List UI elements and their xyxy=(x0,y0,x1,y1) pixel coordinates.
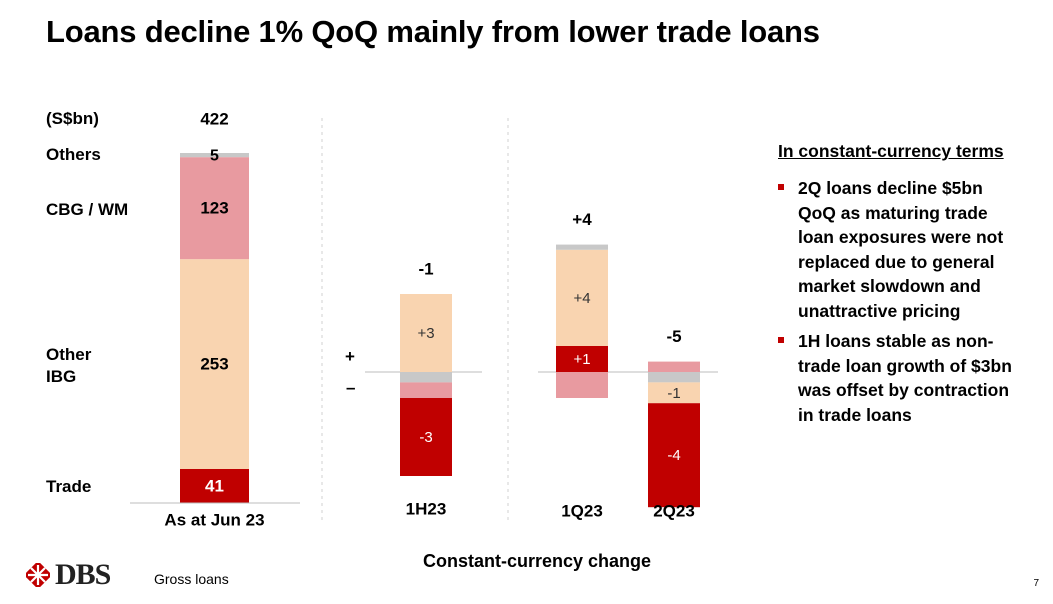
net-change-label: -5 xyxy=(666,327,681,346)
bullet-square-icon xyxy=(778,184,784,190)
commentary-text: 1H loans stable as non-trade loan growth… xyxy=(798,331,1012,425)
minus-sign: – xyxy=(346,378,356,397)
category-label: As at Jun 23 xyxy=(164,510,264,529)
bar-segment-cbg-wm xyxy=(180,157,249,260)
bar-segment-other-ibg xyxy=(400,294,452,372)
bar-segment-cbg-wm xyxy=(400,382,452,398)
row-label-other-ibg: Other IBG xyxy=(46,345,92,386)
data-label-trade: -3 xyxy=(419,429,432,446)
data-label-cbg-wm: 123 xyxy=(200,199,228,218)
net-change-label: -1 xyxy=(418,259,433,278)
logo-text: DBS xyxy=(55,558,111,591)
bar-segment-cbg-wm xyxy=(648,361,700,372)
bar-segment-others xyxy=(556,244,608,250)
footnote: Gross loans xyxy=(154,571,229,587)
commentary-heading: In constant-currency terms xyxy=(778,141,1004,161)
row-label-trade: Trade xyxy=(46,477,92,496)
bar-segment-others xyxy=(180,153,249,158)
dbs-logo: DBS xyxy=(26,558,111,592)
data-label-other-ibg: 253 xyxy=(200,355,228,374)
data-label-trade: 41 xyxy=(205,476,224,495)
category-label: 2Q23 xyxy=(653,501,695,520)
data-label-others: 5 xyxy=(210,147,219,164)
plus-sign: + xyxy=(345,347,355,366)
total-label: 422 xyxy=(200,109,228,128)
bar-segment-trade xyxy=(648,403,700,508)
data-label-other-ibg: +3 xyxy=(417,325,434,342)
bar-segment-other-ibg xyxy=(180,259,249,469)
bar-segment-cbg-wm xyxy=(556,372,608,398)
dbs-star-icon xyxy=(26,563,50,587)
data-label-trade: -4 xyxy=(667,447,680,464)
commentary-bullet: 2Q loans decline $5bn QoQ as maturing tr… xyxy=(775,176,1025,323)
bullet-square-icon xyxy=(778,337,784,343)
data-label-other-ibg: -1 xyxy=(667,385,680,402)
bar-segment-others xyxy=(648,372,700,383)
commentary-text: 2Q loans decline $5bn QoQ as maturing tr… xyxy=(798,178,1004,321)
bar-segment-trade xyxy=(556,346,608,372)
x-axis-caption: Constant-currency change xyxy=(423,551,652,571)
bar-segment-other-ibg xyxy=(648,382,700,404)
bar-segment-trade xyxy=(400,398,452,476)
row-label-others: Others xyxy=(46,145,101,164)
commentary-list: 2Q loans decline $5bn QoQ as maturing tr… xyxy=(775,176,1025,433)
page-title: Loans decline 1% QoQ mainly from lower t… xyxy=(46,14,820,49)
data-label-trade: +1 xyxy=(573,351,590,368)
row-label-cbg-wm: CBG / WM xyxy=(46,200,129,219)
bar-segment-trade xyxy=(180,468,249,503)
bar-segment-others xyxy=(400,372,452,383)
net-change-label: +4 xyxy=(572,210,592,229)
category-label: 1H23 xyxy=(406,499,447,518)
category-label: 1Q23 xyxy=(561,501,603,520)
data-label-other-ibg: +4 xyxy=(573,290,590,307)
page-number: 7 xyxy=(1033,578,1039,589)
unit-label: (S$bn) xyxy=(46,109,99,128)
bar-segment-other-ibg xyxy=(556,249,608,346)
commentary-bullet: 1H loans stable as non-trade loan growth… xyxy=(775,329,1025,427)
